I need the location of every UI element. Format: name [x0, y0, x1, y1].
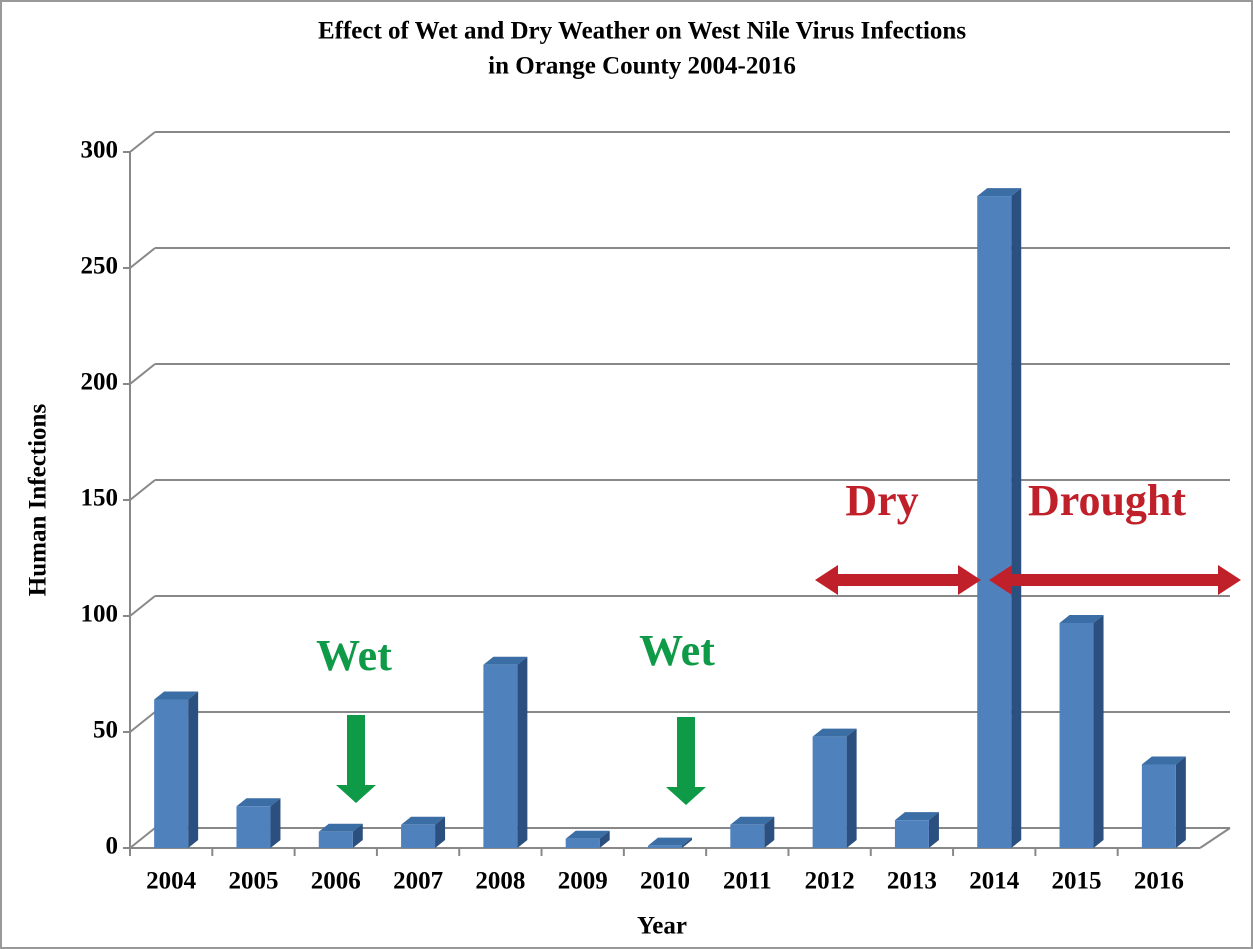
bar-top — [977, 188, 1022, 197]
bar — [812, 736, 847, 848]
bar-top — [236, 798, 281, 807]
x-tick-label: 2013 — [887, 868, 937, 895]
x-tick-label: 2005 — [228, 868, 278, 895]
x-tick-label: 2007 — [393, 868, 443, 895]
bar — [1141, 764, 1176, 848]
wet-arrow — [666, 717, 706, 805]
bar-side — [270, 798, 281, 848]
y-tick-label: 100 — [81, 601, 119, 628]
x-tick-label: 2004 — [146, 868, 197, 895]
bar-top — [894, 812, 939, 821]
x-tick-label: 2016 — [1134, 868, 1184, 895]
annotation: Dry — [845, 476, 918, 525]
grid-line — [129, 363, 156, 385]
bar-side — [1175, 756, 1186, 848]
bar-top — [730, 816, 775, 825]
y-tick-label: 0 — [106, 833, 119, 860]
x-tick-label: 2011 — [723, 868, 772, 895]
bar — [318, 831, 353, 848]
y-tick-label: 250 — [81, 253, 119, 280]
bar — [154, 699, 189, 848]
y-tick-label: 150 — [81, 485, 119, 512]
dry-arrow — [815, 565, 981, 595]
grid-line — [129, 595, 156, 617]
chart-title: Effect of Wet and Dry Weather on West Ni… — [318, 18, 966, 45]
bar-top — [1141, 756, 1186, 765]
arrows — [336, 565, 1241, 805]
grid-line — [129, 131, 156, 153]
bar-side — [1011, 188, 1022, 848]
x-tick-label: 2015 — [1052, 868, 1102, 895]
bar-top — [154, 691, 199, 700]
chart-title: in Orange County 2004-2016 — [488, 53, 796, 80]
bar — [1059, 622, 1094, 848]
y-tick-label: 50 — [93, 717, 118, 744]
x-axis-label: Year — [637, 913, 687, 940]
bar-top — [812, 728, 857, 737]
bar — [236, 806, 271, 848]
bar-side — [435, 816, 446, 848]
bar-top — [1059, 614, 1104, 623]
bar-side — [517, 656, 528, 848]
bar — [401, 824, 436, 848]
x-tick-label: 2014 — [969, 868, 1020, 895]
bar-side — [764, 816, 775, 848]
x-tick-label: 2010 — [640, 868, 690, 895]
y-axis-label: Human Infections — [25, 404, 52, 597]
bar — [730, 824, 765, 848]
x-tick-label: 2008 — [475, 868, 525, 895]
bar — [894, 820, 929, 848]
annotation: Wet — [639, 626, 715, 675]
bar-top — [401, 816, 446, 825]
bar — [483, 664, 518, 848]
bar-side — [599, 830, 610, 848]
bar-top — [318, 823, 363, 832]
bar — [565, 838, 600, 848]
x-tick-label: 2012 — [805, 868, 855, 895]
grid-line — [129, 711, 156, 733]
bar-top — [565, 830, 610, 839]
bar-side — [188, 691, 199, 848]
x-tick-label: 2006 — [311, 868, 361, 895]
floor-edge — [1199, 827, 1231, 849]
wet-arrow — [336, 715, 376, 803]
grid-line — [129, 479, 156, 501]
bar-side — [846, 728, 857, 848]
y-tick-label: 200 — [81, 369, 119, 396]
bar-side — [352, 823, 363, 848]
bar-top — [483, 656, 528, 665]
grid-line — [129, 247, 156, 269]
bar-side — [1093, 614, 1104, 848]
grid-line — [129, 827, 156, 849]
bar-side — [928, 812, 939, 848]
x-tick-label: 2009 — [558, 868, 608, 895]
y-tick-label: 300 — [81, 137, 119, 164]
bar — [648, 845, 682, 848]
drought-arrow — [989, 565, 1241, 595]
annotation: Wet — [316, 631, 392, 680]
bar-side — [682, 837, 692, 848]
bar-top — [648, 837, 692, 846]
annotation: Drought — [1028, 476, 1186, 525]
bar — [977, 196, 1012, 848]
